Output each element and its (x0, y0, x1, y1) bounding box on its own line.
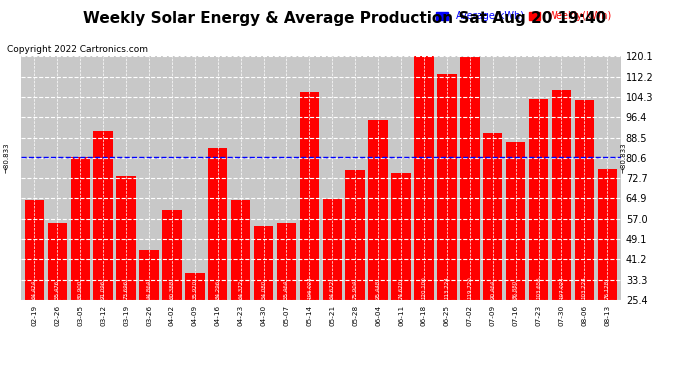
Text: 106.024: 106.024 (307, 276, 312, 299)
Bar (70, 157, 90, 300)
Bar (299, 93, 319, 300)
Bar (552, 90, 571, 300)
Text: 103.656: 103.656 (536, 276, 541, 299)
Text: 75.904: 75.904 (353, 279, 357, 299)
Bar (460, 57, 480, 300)
Text: Copyright 2022 Cartronics.com: Copyright 2022 Cartronics.com (7, 45, 148, 54)
Text: 44.864: 44.864 (146, 279, 152, 299)
Text: →80.833: →80.833 (4, 142, 10, 172)
Text: 91.096: 91.096 (101, 279, 106, 299)
Text: 74.620: 74.620 (399, 279, 404, 299)
Text: 64.424: 64.424 (32, 279, 37, 299)
Text: 60.388: 60.388 (170, 279, 175, 299)
Text: 86.880: 86.880 (513, 279, 518, 299)
Bar (117, 176, 136, 300)
Text: 64.372: 64.372 (238, 279, 243, 299)
Bar (575, 100, 594, 300)
Text: Weekly Solar Energy & Average Production Sat Aug 20 19:40: Weekly Solar Energy & Average Production… (83, 11, 607, 26)
Text: 55.476: 55.476 (55, 279, 60, 299)
Bar (346, 170, 365, 300)
Text: 103.224: 103.224 (582, 276, 586, 299)
Text: 90.464: 90.464 (490, 279, 495, 299)
Bar (93, 131, 113, 300)
Bar (48, 223, 67, 300)
Bar (437, 74, 457, 300)
Bar (391, 173, 411, 300)
Text: 35.920: 35.920 (193, 279, 197, 299)
Text: 64.672: 64.672 (330, 279, 335, 299)
Bar (254, 226, 273, 300)
Bar (162, 210, 181, 300)
Bar (322, 199, 342, 300)
Text: 73.696: 73.696 (124, 279, 128, 299)
Bar (598, 170, 617, 300)
Text: 54.080: 54.080 (261, 279, 266, 299)
Bar (139, 250, 159, 300)
Bar (208, 148, 228, 300)
Bar (483, 132, 502, 300)
Text: 84.296: 84.296 (215, 279, 220, 299)
Text: 80.900: 80.900 (78, 279, 83, 299)
Bar (277, 223, 296, 300)
Bar (506, 142, 525, 300)
Bar (25, 200, 44, 300)
Bar (185, 273, 204, 300)
Text: 120.100: 120.100 (422, 276, 426, 299)
Text: 76.128: 76.128 (604, 279, 610, 299)
Bar (368, 120, 388, 300)
Text: 95.448: 95.448 (375, 279, 381, 299)
Bar (231, 200, 250, 300)
Legend: Average(kWh), Weekly(kWh): Average(kWh), Weekly(kWh) (433, 8, 616, 25)
Text: 113.224: 113.224 (444, 276, 449, 299)
Text: 119.720: 119.720 (467, 276, 472, 299)
Text: →80.833: →80.833 (620, 142, 627, 172)
Text: 55.464: 55.464 (284, 279, 289, 299)
Bar (414, 56, 434, 300)
Text: 107.024: 107.024 (559, 276, 564, 299)
Bar (529, 99, 549, 300)
